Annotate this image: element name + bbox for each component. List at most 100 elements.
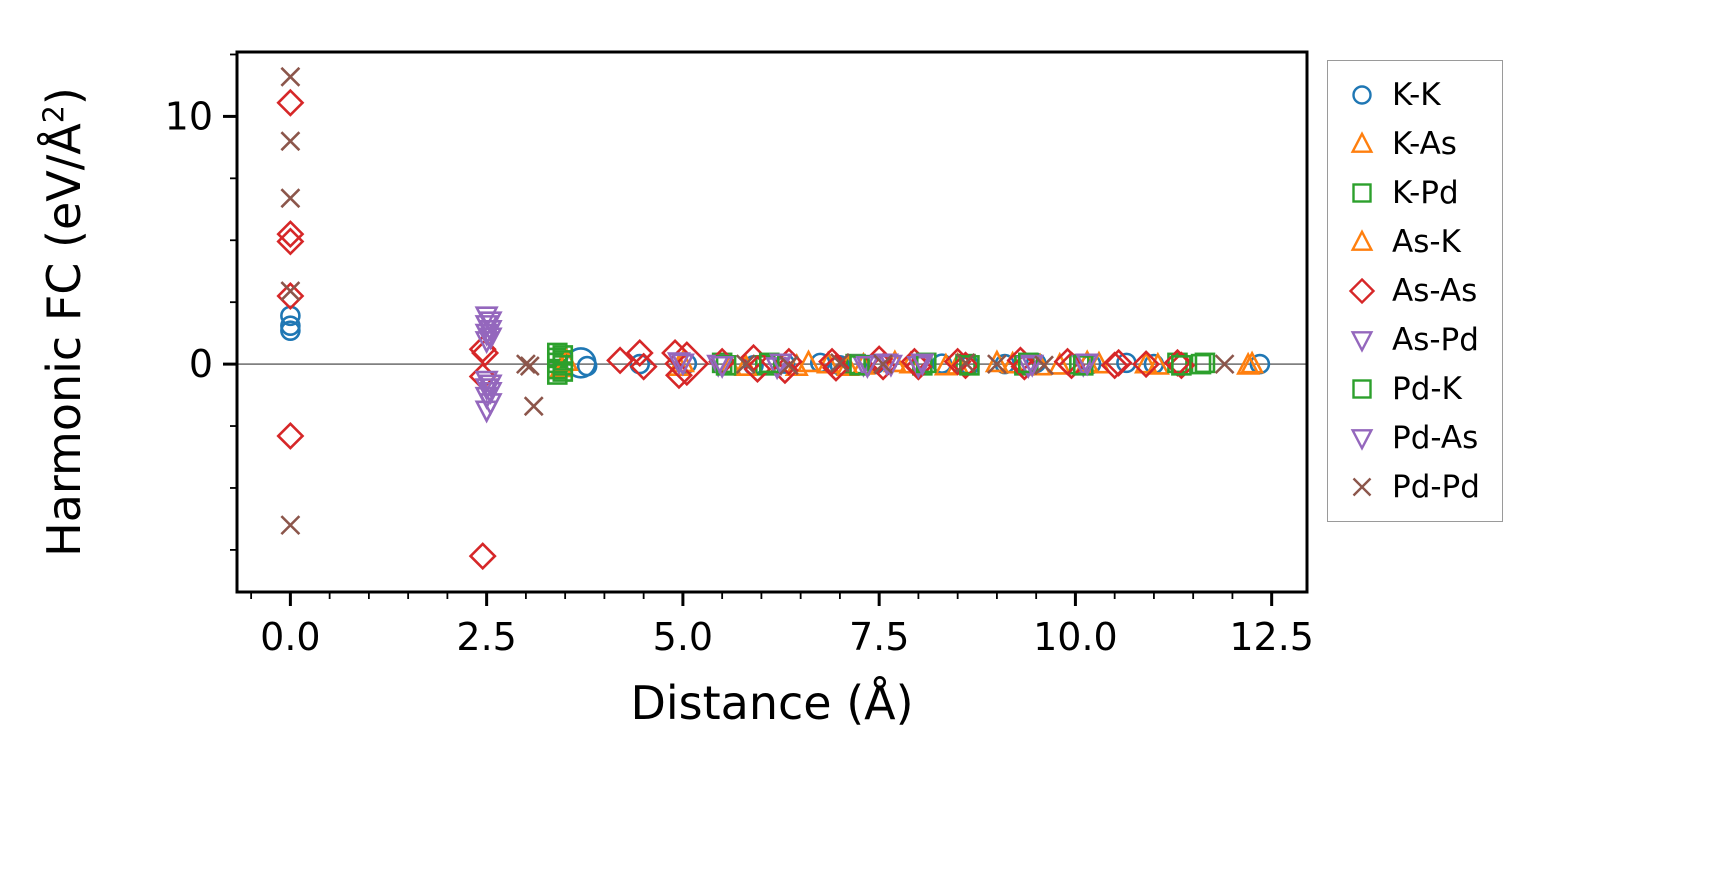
circle-icon bbox=[1352, 85, 1372, 105]
data-point-Pd-As bbox=[1020, 354, 1045, 378]
data-point-As-As bbox=[276, 421, 305, 450]
data-point-As-As bbox=[1132, 350, 1161, 379]
data-point-As-Pd bbox=[474, 370, 499, 394]
square-icon bbox=[1352, 379, 1372, 399]
data-point-Pd-Pd bbox=[280, 281, 301, 301]
square-glyph bbox=[1352, 183, 1372, 203]
triangle-down-icon bbox=[1350, 429, 1374, 451]
data-point-Pd-K bbox=[959, 355, 980, 376]
data-point-As-As bbox=[664, 361, 693, 390]
data-point-Pd-Pd bbox=[986, 354, 1007, 375]
circle-glyph bbox=[1352, 85, 1372, 105]
legend-item-Pd-Pd: Pd-Pd bbox=[1344, 467, 1480, 507]
y-axis-label-text: Harmonic FC (eV/Å bbox=[37, 123, 91, 557]
series-Pd-Pd bbox=[280, 66, 1235, 536]
data-point-Pd-As bbox=[710, 355, 735, 379]
legend-item-As-Pd: As-Pd bbox=[1344, 320, 1480, 360]
legend-item-K-As: K-As bbox=[1344, 124, 1480, 164]
data-point-Pd-Pd bbox=[829, 352, 850, 373]
data-point-As-K bbox=[984, 349, 1009, 373]
legend-label: K-Pd bbox=[1392, 175, 1459, 211]
legend-label: K-K bbox=[1392, 77, 1441, 113]
legend-item-K-Pd: K-Pd bbox=[1344, 173, 1480, 213]
data-point-Pd-Pd bbox=[280, 131, 301, 152]
data-point-Pd-Pd bbox=[515, 354, 536, 375]
data-point-K-K bbox=[280, 320, 301, 341]
legend-label: As-K bbox=[1392, 224, 1461, 260]
data-point-Pd-Pd bbox=[280, 66, 301, 87]
legend-item-K-K: K-K bbox=[1344, 75, 1480, 115]
data-point-As-As bbox=[276, 227, 305, 256]
data-point-Pd-As bbox=[478, 320, 503, 344]
data-point-K-K bbox=[576, 355, 598, 377]
data-point-Pd-K bbox=[1171, 355, 1192, 376]
triangle-up-icon bbox=[1350, 229, 1374, 251]
data-point-As-As bbox=[951, 351, 980, 380]
x-tick-label: 5.0 bbox=[653, 615, 713, 659]
data-point-Pd-As bbox=[478, 327, 503, 351]
data-point-As-As bbox=[276, 220, 305, 249]
legend-label: K-As bbox=[1392, 126, 1457, 162]
triangle-down-icon bbox=[1350, 331, 1374, 353]
data-point-K-As bbox=[1047, 351, 1072, 375]
data-point-Pd-Pd bbox=[523, 396, 544, 417]
plot-border bbox=[235, 50, 1309, 594]
x-glyph bbox=[1352, 477, 1372, 497]
data-point-Pd-Pd bbox=[280, 188, 301, 209]
triangle-up-icon bbox=[1350, 131, 1374, 153]
x-icon bbox=[1352, 477, 1372, 497]
x-tick-label: 0.0 bbox=[260, 615, 320, 659]
data-point-Pd-Pd bbox=[955, 352, 976, 373]
x-tick-label: 12.5 bbox=[1229, 615, 1314, 659]
data-point-Pd-As bbox=[478, 374, 503, 398]
data-point-Pd-Pd bbox=[735, 354, 756, 375]
data-point-As-As bbox=[625, 338, 654, 367]
y-tick-label: 10 bbox=[165, 94, 213, 138]
y-tick-label: 0 bbox=[189, 342, 213, 386]
data-point-As-K bbox=[1239, 350, 1265, 374]
data-point-As-K bbox=[933, 352, 958, 376]
data-point-As-As bbox=[821, 353, 850, 382]
triangle-down-glyph bbox=[1350, 331, 1374, 353]
data-point-Pd-As bbox=[1075, 353, 1100, 377]
data-point-Pd-As bbox=[910, 353, 935, 377]
legend-item-Pd-As: Pd-As bbox=[1344, 418, 1480, 458]
legend-item-As-K: As-K bbox=[1344, 222, 1480, 262]
data-point-Pd-Pd bbox=[1034, 355, 1054, 376]
data-point-Pd-Pd bbox=[1214, 354, 1235, 375]
data-point-As-As bbox=[1104, 348, 1133, 377]
triangle-up-glyph bbox=[1350, 229, 1374, 251]
y-axis-label-superscript: 2 bbox=[37, 105, 71, 124]
x-tick-label: 2.5 bbox=[456, 615, 516, 659]
data-point-As-As bbox=[743, 355, 772, 384]
legend-item-As-As: As-As bbox=[1344, 271, 1480, 311]
data-point-Pd-Pd bbox=[519, 356, 540, 377]
triangle-down-glyph bbox=[1350, 429, 1374, 451]
data-point-As-As bbox=[818, 347, 847, 376]
data-point-As-K bbox=[1134, 350, 1159, 374]
data-point-As-As bbox=[606, 346, 635, 375]
data-point-Pd-As bbox=[478, 393, 503, 417]
legend: K-K K-As K-Pd As-K As-As As-Pd Pd-K Pd-As Pd-Pd bbox=[1327, 60, 1503, 522]
y-axis-label: Harmonic FC (eV/Å2) bbox=[37, 87, 91, 557]
data-point-Pd-K bbox=[1194, 352, 1216, 374]
data-point-As-K bbox=[796, 349, 821, 373]
data-point-Pd-As bbox=[478, 381, 503, 405]
x-axis-label: Distance (Å) bbox=[630, 676, 914, 730]
data-point-Pd-Pd bbox=[280, 515, 301, 536]
data-point-As-As bbox=[276, 88, 305, 117]
data-point-As-As bbox=[468, 542, 497, 571]
data-point-As-As bbox=[276, 282, 305, 310]
legend-label: As-As bbox=[1392, 273, 1478, 309]
diamond-glyph bbox=[1348, 277, 1376, 305]
diamond-icon bbox=[1348, 277, 1376, 305]
data-point-Pd-As bbox=[855, 355, 880, 379]
legend-label: As-Pd bbox=[1392, 322, 1479, 358]
data-point-K-K bbox=[1116, 352, 1137, 374]
data-point-Pd-Pd bbox=[873, 354, 894, 375]
legend-label: Pd-Pd bbox=[1392, 469, 1480, 505]
data-point-As-As bbox=[1010, 352, 1039, 381]
x-tick-label: 10.0 bbox=[1033, 615, 1118, 659]
